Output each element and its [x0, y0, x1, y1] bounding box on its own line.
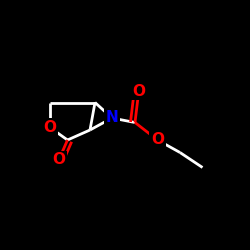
Text: N: N [106, 110, 118, 126]
Text: O: O [132, 84, 145, 99]
Text: O: O [44, 120, 57, 135]
Text: O: O [52, 152, 65, 168]
Text: O: O [151, 132, 164, 148]
